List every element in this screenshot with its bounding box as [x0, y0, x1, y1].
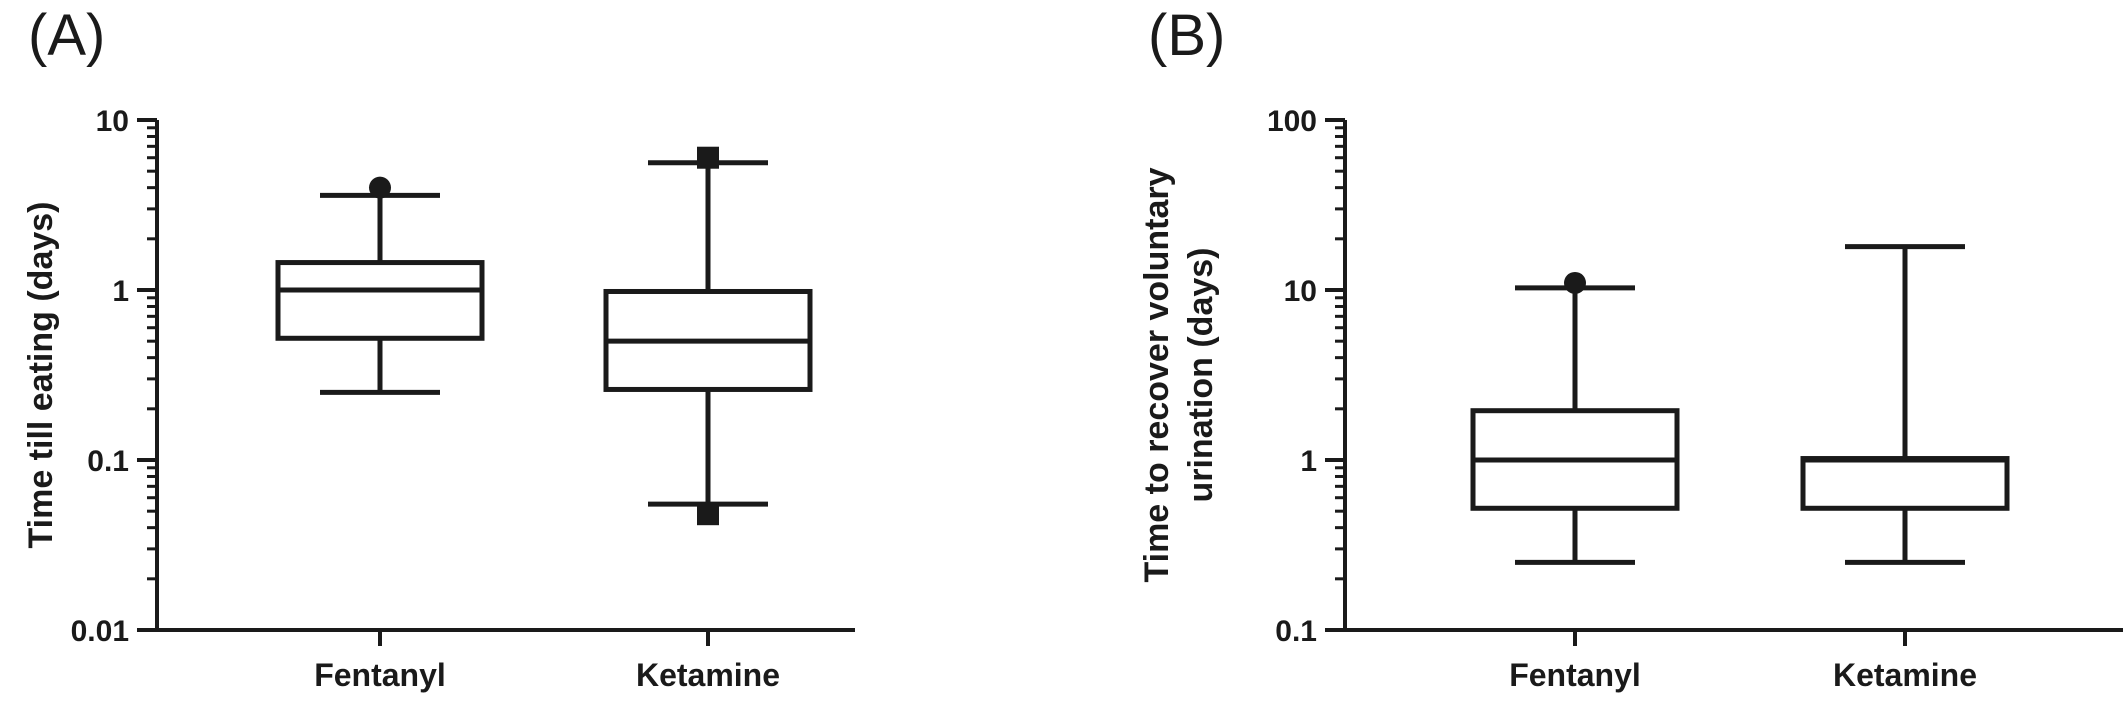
y-axis-title-line: urination (days) — [1182, 247, 1220, 502]
box-fentanyl — [1470, 271, 1680, 565]
box-ketamine — [1800, 244, 2010, 565]
box-fentanyl — [275, 176, 485, 395]
outlier-point — [697, 503, 719, 526]
x-category-label: Fentanyl — [314, 657, 446, 693]
y-tick-label: 1 — [112, 275, 129, 308]
y-tick-label: 0.1 — [1275, 615, 1317, 648]
outlier-point — [369, 176, 391, 199]
y-tick-label: 0.01 — [71, 615, 129, 648]
panel-b: (B) 0.1 1 10 100 Time to recover voluntary uri… — [1138, 3, 2123, 693]
y-axis-title: Time till eating (days) — [22, 201, 60, 548]
y-tick-label: 1 — [1300, 445, 1317, 478]
y-axis-title-line: Time till eating (days) — [22, 201, 60, 548]
outlier-point — [1564, 271, 1586, 294]
y-axis-title: Time to recover voluntary urination (days… — [1138, 167, 1220, 582]
panel-label: (B) — [1148, 3, 1225, 68]
x-category-label: Ketamine — [636, 657, 780, 693]
x-category-label: Ketamine — [1833, 657, 1977, 693]
y-axis-title-line: Time to recover voluntary — [1138, 167, 1176, 582]
y-tick-label: 0.1 — [87, 445, 129, 478]
panel-a: (A) 0.01 0.1 1 10 Time till eating (days) Fent… — [22, 3, 855, 693]
y-tick-label: 10 — [1284, 275, 1317, 308]
iqr-box — [275, 260, 485, 341]
outlier-point — [697, 146, 719, 169]
box-ketamine — [603, 146, 813, 526]
panel-label: (A) — [28, 3, 105, 68]
y-tick-label: 10 — [96, 105, 129, 138]
iqr-box — [1800, 456, 2010, 511]
y-tick-label: 100 — [1267, 105, 1317, 138]
x-category-label: Fentanyl — [1509, 657, 1641, 693]
